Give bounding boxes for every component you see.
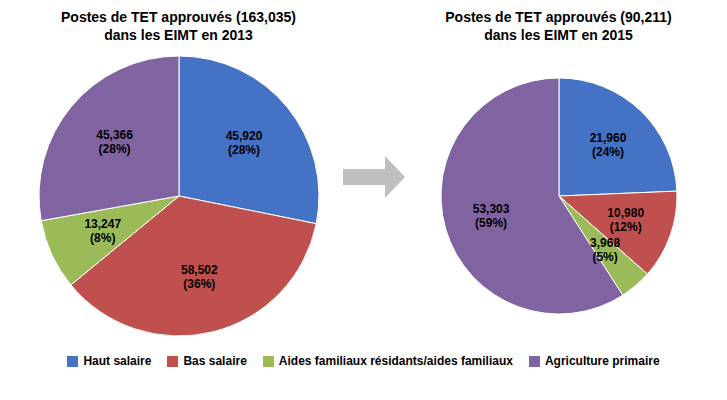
svg-text:13,247(8%): 13,247(8%) [84, 217, 121, 245]
svg-text:58,502(36%): 58,502(36%) [180, 263, 217, 291]
svg-text:45,920(28%): 45,920(28%) [225, 129, 262, 157]
html-text:Bas salaire: Bas salaire [183, 354, 247, 368]
html-text:Agriculture primaire: Agriculture primaire [544, 354, 660, 368]
svg-text:3,968(5%): 3,968(5%) [590, 236, 620, 264]
svg-text:10,980(12%): 10,980(12%) [607, 206, 644, 234]
html-text:Haut salaire: Haut salaire [83, 354, 152, 368]
html-text:Aides familiaux résidants/aide: Aides familiaux résidants/aides familiau… [278, 354, 513, 368]
html-text:Postes de TET approuvés (90,21: Postes de TET approuvés (90,211) dans le… [445, 9, 672, 43]
svg-text:45,366(28%): 45,366(28%) [96, 128, 133, 156]
svg-text:21,960(24%): 21,960(24%) [589, 131, 626, 159]
svg-text:53,303(59%): 53,303(59%) [472, 202, 509, 230]
html-text:Postes de TET approuvés (163,0: Postes de TET approuvés (163,035) dans l… [61, 9, 296, 43]
